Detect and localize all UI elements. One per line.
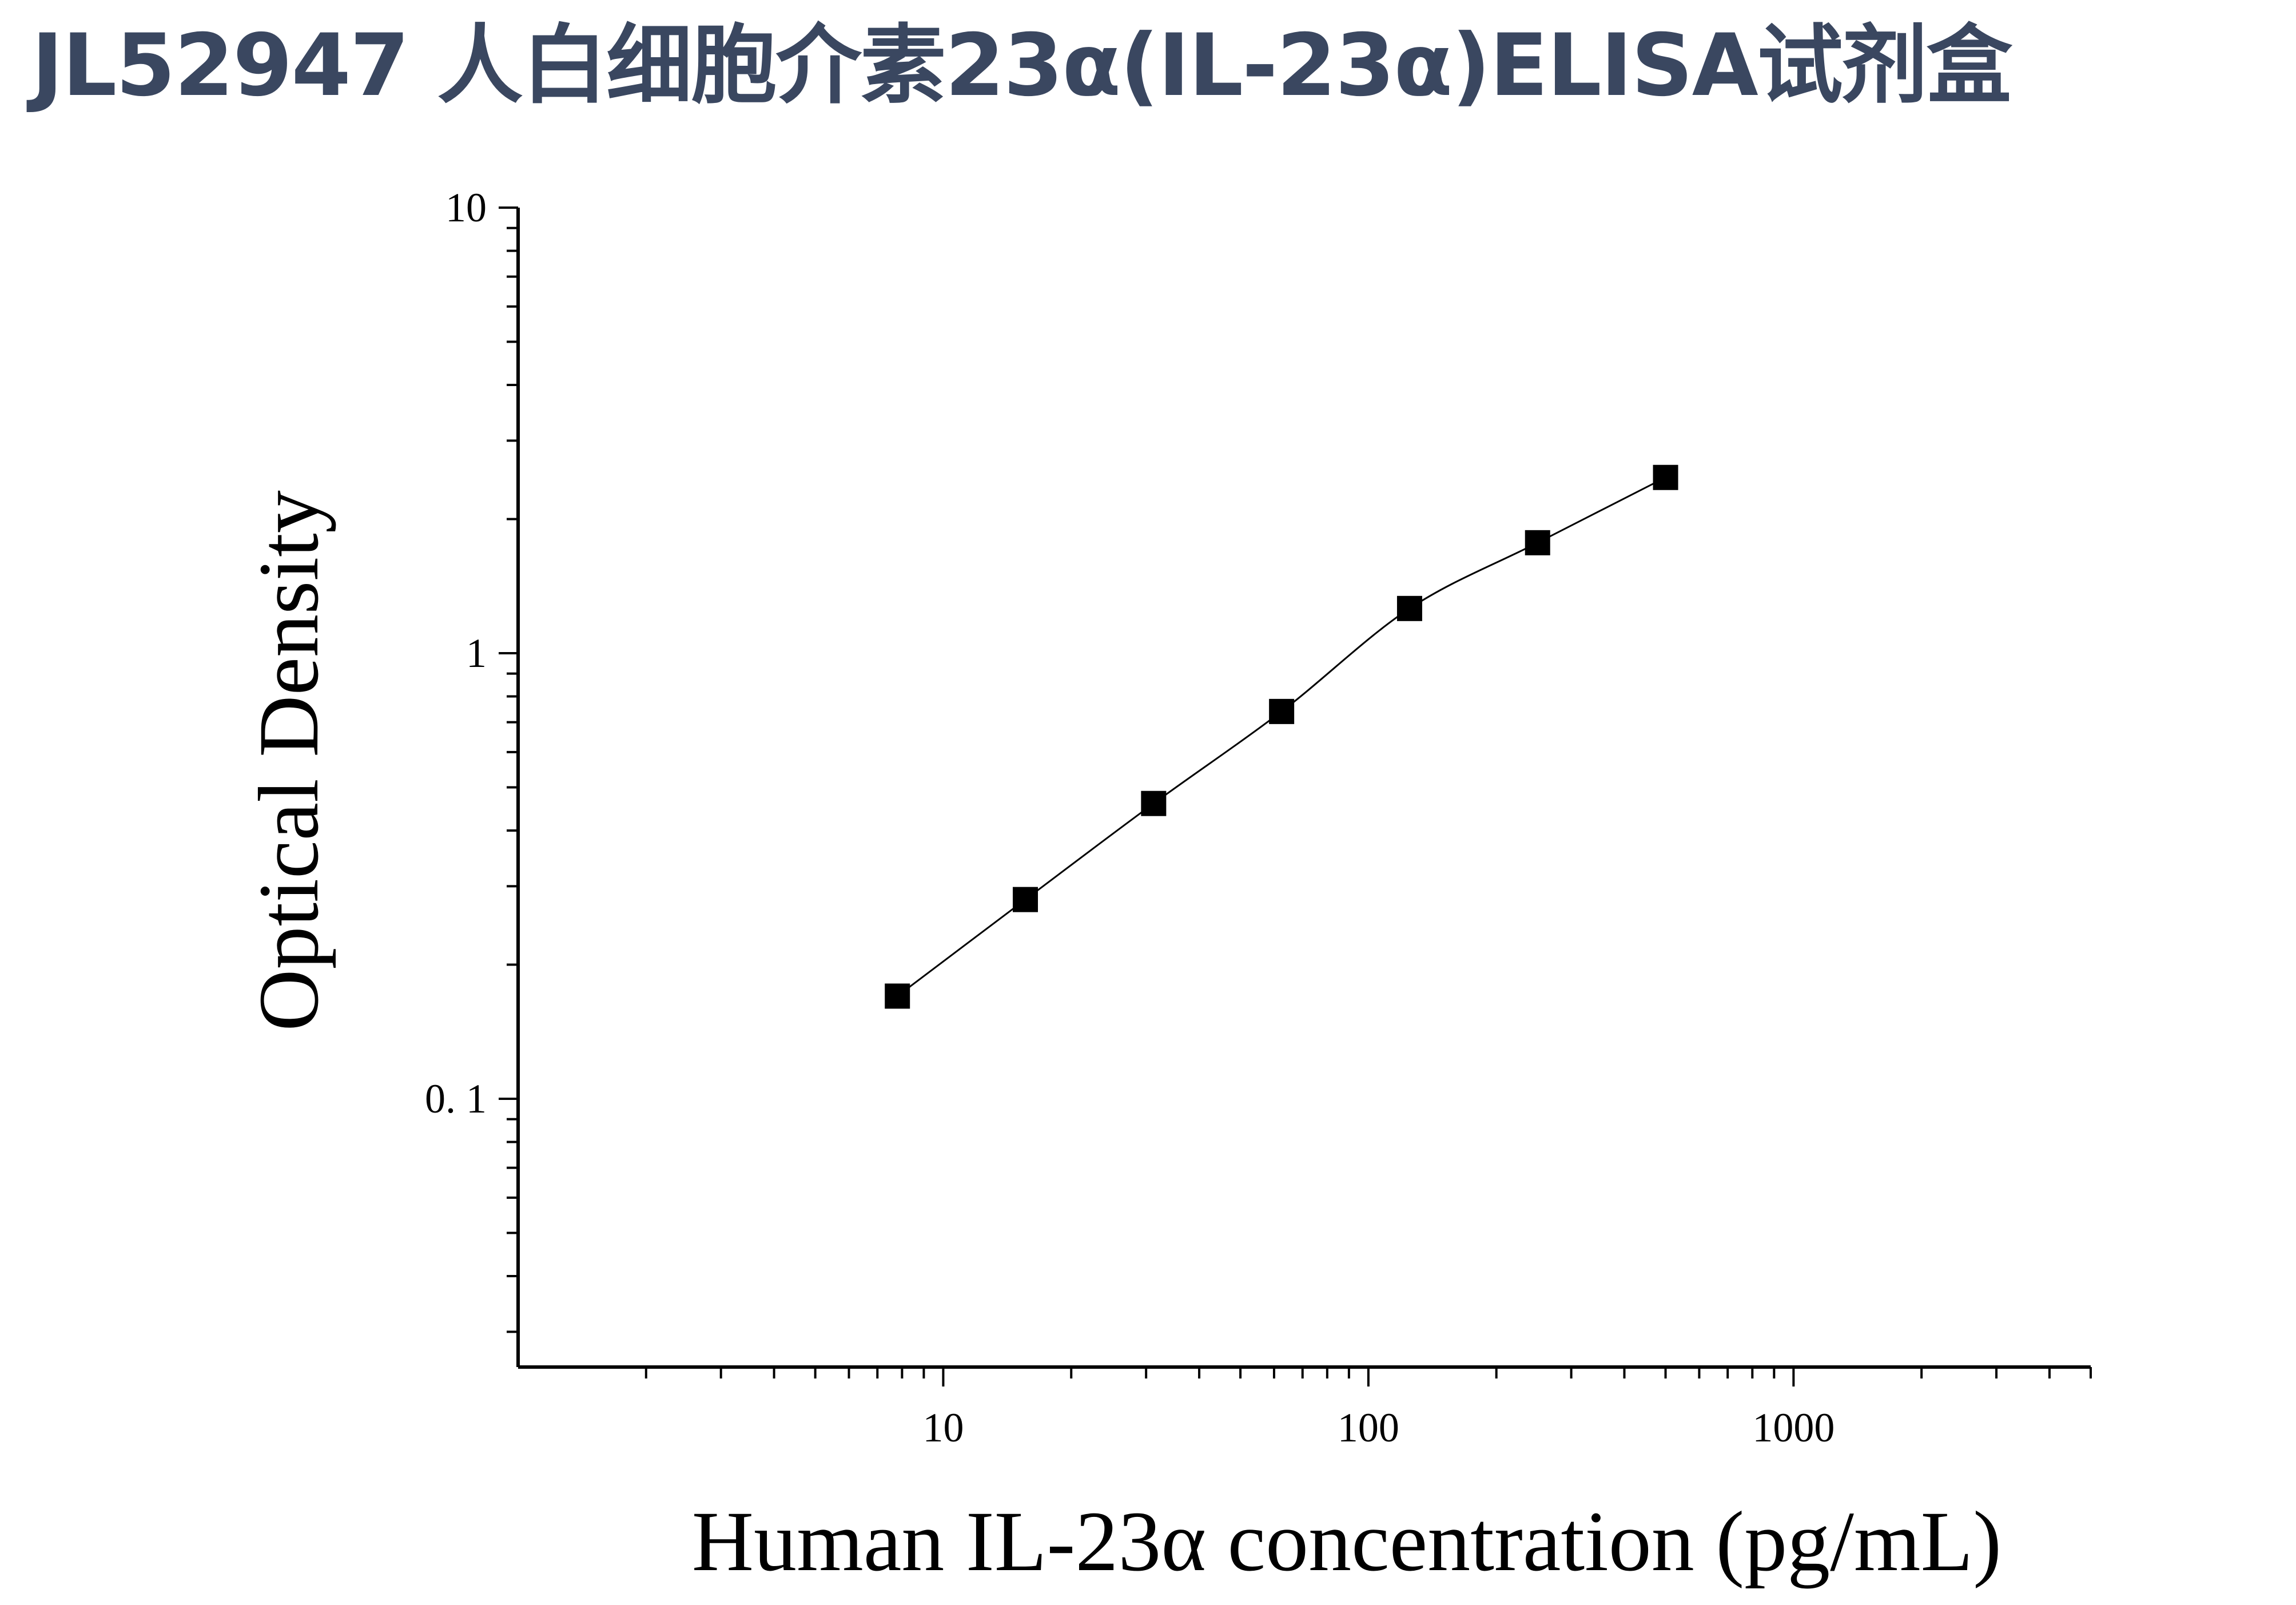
y-axis-title: Optical Density bbox=[241, 490, 336, 1031]
y-tick-label: 0. 1 bbox=[425, 1076, 487, 1122]
data-point bbox=[1013, 887, 1038, 912]
data-point bbox=[1141, 790, 1167, 816]
data-point bbox=[1653, 464, 1678, 490]
page-title: JL52947 人白细胞介素23α(IL-23α)ELISA试剂盒 bbox=[31, 16, 2012, 116]
data-point bbox=[1396, 595, 1422, 621]
data-point bbox=[1269, 698, 1295, 724]
data-point bbox=[885, 983, 910, 1009]
fit-curve bbox=[897, 476, 1666, 997]
x-tick-label: 100 bbox=[1338, 1405, 1399, 1451]
axes bbox=[516, 208, 2091, 1369]
x-tick-label: 10 bbox=[922, 1405, 964, 1451]
y-tick-label: 10 bbox=[445, 185, 487, 231]
y-tick-label: 1 bbox=[466, 630, 487, 676]
ticks bbox=[499, 206, 2092, 1387]
tick-labels: 10 100 1000 0. 1 1 10 bbox=[425, 185, 1835, 1451]
x-tick-label: 1000 bbox=[1752, 1405, 1835, 1451]
data-points bbox=[885, 464, 1678, 1009]
data-point bbox=[1525, 530, 1550, 555]
x-axis-title: Human IL-23α concentration (pg/mL) bbox=[692, 1494, 2001, 1589]
